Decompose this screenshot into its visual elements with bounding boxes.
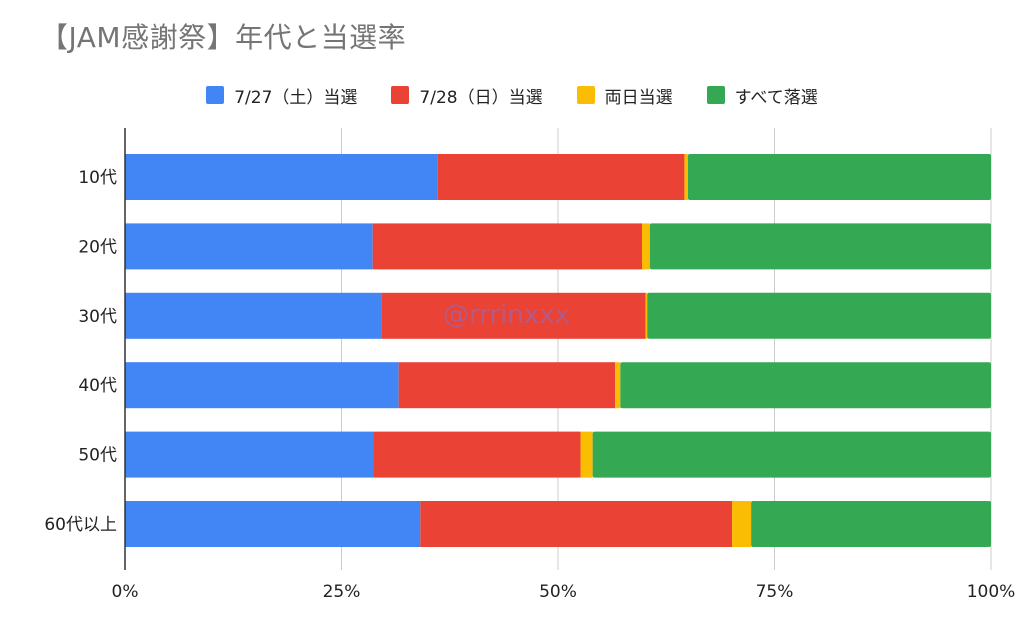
bar-segment xyxy=(437,154,685,200)
legend-item: 両日当選 xyxy=(576,83,673,108)
legend-item: すべて落選 xyxy=(706,83,818,108)
legend-label: すべて落選 xyxy=(734,87,818,108)
chart-title: 【JAM感謝祭】年代と当選率 xyxy=(40,21,407,54)
bar-segment xyxy=(125,431,374,478)
legend-label: 7/27（土）当選 xyxy=(234,87,358,108)
legend: 7/27（土）当選 7/28（日）当選 両日当選 すべて落選 xyxy=(0,82,1024,108)
bar-segment xyxy=(649,223,991,270)
bar-segment xyxy=(125,154,438,200)
bar-segment xyxy=(125,292,382,339)
bar-segment xyxy=(751,501,991,547)
bar-segment xyxy=(372,223,643,270)
bar-segment xyxy=(642,223,650,270)
legend-label: 7/28（日）当選 xyxy=(419,87,543,108)
legend-swatch xyxy=(706,86,725,104)
bar-segment xyxy=(592,431,991,478)
category-label: 30代 xyxy=(78,307,117,327)
bar-segment xyxy=(125,501,421,547)
labels: 0% 25% 50% 75% 100% 10代 20代 30代 40代 50代 60代以上 xyxy=(44,168,1015,602)
bar-segment xyxy=(684,154,688,200)
bar-segment xyxy=(620,362,991,409)
watermark-text: @rrrinxxx xyxy=(443,300,570,330)
category-label: 60代以上 xyxy=(44,515,117,535)
bar-segment xyxy=(125,223,373,270)
category-label: 40代 xyxy=(78,376,117,396)
bar-segment xyxy=(420,501,733,547)
x-tick-label: 50% xyxy=(539,582,577,602)
category-label: 50代 xyxy=(78,446,117,466)
legend-item: 7/27（土）当選 xyxy=(206,83,357,108)
bar-segment xyxy=(381,292,646,339)
legend-swatch xyxy=(576,86,595,104)
bar-segment xyxy=(125,362,399,409)
legend-label: 両日当選 xyxy=(604,87,673,108)
bar-segment xyxy=(580,431,593,478)
x-tick-label: 0% xyxy=(112,582,139,602)
bar-segment xyxy=(373,431,581,478)
bar-segment xyxy=(615,362,621,409)
legend-swatch xyxy=(391,86,410,104)
bar-segment xyxy=(647,292,991,339)
x-tick-label: 100% xyxy=(967,582,1016,602)
legend-swatch xyxy=(206,86,225,104)
category-label: 10代 xyxy=(78,168,117,188)
category-label: 20代 xyxy=(78,237,117,257)
bars xyxy=(125,154,991,547)
bar-segment xyxy=(732,501,752,547)
legend-item: 7/28（日）当選 xyxy=(391,83,543,108)
x-tick-label: 75% xyxy=(756,582,794,602)
bar-segment xyxy=(687,154,991,200)
grid-lines xyxy=(341,128,992,570)
x-tick-label: 25% xyxy=(323,582,361,602)
bar-segment xyxy=(398,362,616,409)
bar-segment xyxy=(645,292,648,339)
